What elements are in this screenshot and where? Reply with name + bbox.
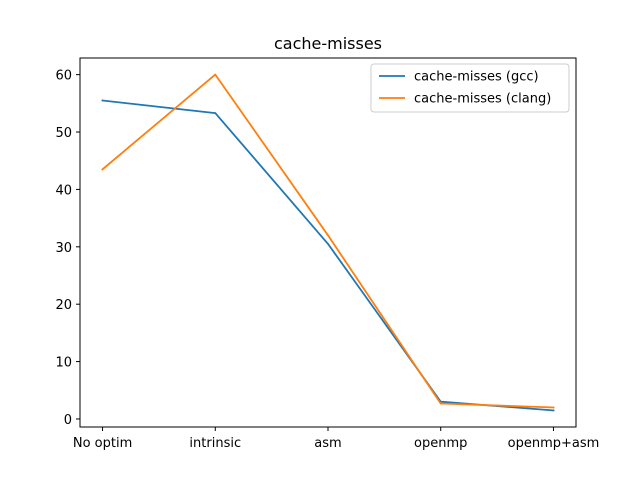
legend: cache-misses (gcc) cache-misses (clang): [370, 63, 570, 113]
x-tick-label: openmp+asm: [508, 436, 600, 451]
x-tick-label: openmp: [414, 436, 467, 451]
x-tick-label: asm: [314, 436, 341, 451]
series-0-point-2: [327, 243, 329, 245]
y-tick-label: 30: [55, 241, 72, 256]
series-1-point-2: [327, 234, 329, 237]
series-0-point-0: [101, 99, 104, 102]
series-lines: [101, 73, 555, 412]
y-tick-label: 40: [55, 183, 72, 198]
legend-box: [370, 63, 570, 113]
series-line-1: [101, 73, 555, 409]
legend-label-1: cache-misses (clang): [414, 92, 551, 107]
x-axis: No optim intrinsic asm openmp openmp+asm: [73, 427, 599, 451]
series-1-point-0: [101, 168, 104, 171]
chart-title: cache-misses: [274, 34, 382, 53]
x-tick-label: intrinsic: [189, 436, 241, 451]
legend-label-0: cache-misses (gcc): [414, 70, 539, 85]
x-tick-label: No optim: [73, 436, 132, 451]
y-tick-label: 50: [55, 126, 72, 141]
series-1-point-1: [214, 73, 217, 76]
series-0-point-1: [214, 112, 217, 114]
series-line-0: [101, 99, 555, 412]
y-tick-label: 60: [55, 69, 72, 84]
y-tick-label: 10: [55, 356, 72, 371]
y-axis: 0 10 20 30 40 50 60: [55, 69, 80, 428]
series-1-point-4: [552, 406, 555, 409]
y-tick-label: 20: [55, 298, 72, 313]
series-1-point-3: [439, 402, 442, 405]
series-0-point-4: [552, 409, 555, 412]
plot-area-frame: [79, 57, 577, 428]
y-tick-label: 0: [64, 413, 72, 428]
